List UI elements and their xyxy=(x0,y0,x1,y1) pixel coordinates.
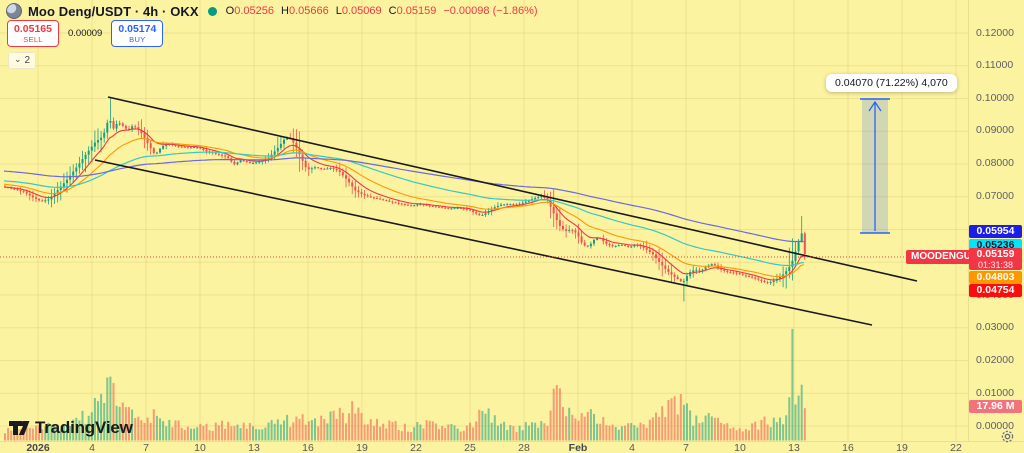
open-value: 0.05256 xyxy=(234,5,274,17)
close-label: C xyxy=(388,5,397,17)
close-value: 0.05159 xyxy=(396,5,437,17)
sell-price: 0.05165 xyxy=(14,23,52,35)
axis-settings-gear-icon[interactable] xyxy=(1000,429,1015,444)
order-panel: 0.05165 SELL 0.00009 0.05174 BUY xyxy=(7,20,164,47)
time-axis-label: 4 xyxy=(629,442,635,453)
ema-slow xyxy=(3,151,804,267)
price-tag: 0.05954 xyxy=(969,224,1022,238)
time-axis-label: 13 xyxy=(248,442,260,453)
high-value: 0.05666 xyxy=(288,5,329,17)
ema-fast xyxy=(3,128,804,281)
time-axis-label: 13 xyxy=(788,442,800,453)
price-axis-separator xyxy=(968,0,969,441)
buy-price: 0.05174 xyxy=(118,23,157,35)
symbol-logo-icon xyxy=(6,3,22,19)
low-value: 0.05069 xyxy=(341,5,382,17)
price-axis-label: 0.11000 xyxy=(976,59,1014,71)
time-axis-label: 25 xyxy=(464,442,476,453)
symbol-legend: Moo Deng/USDT · 4h · OKX O0.05256 H0.056… xyxy=(6,3,538,19)
time-axis[interactable]: 2026 4 7 10 13 16 19 22 25 28 Feb 4 7 10 13 16 19 22 xyxy=(0,441,1024,453)
time-axis-label: 16 xyxy=(842,442,854,453)
price-axis-label: 0.02000 xyxy=(976,354,1014,366)
low-label: L xyxy=(335,5,342,17)
price-axis-label: 0.07000 xyxy=(976,190,1014,202)
high-label: H xyxy=(281,5,289,17)
time-axis-label: 19 xyxy=(356,442,368,453)
candlestick-chart-canvas[interactable] xyxy=(0,0,968,441)
price-axis-label: 0.00000 xyxy=(976,420,1014,432)
object-tree-toggle[interactable]: ⌄ 2 xyxy=(8,52,37,69)
time-axis-label: 16 xyxy=(302,442,314,453)
volume-tag: 17.96 M xyxy=(969,400,1022,413)
sell-label: SELL xyxy=(23,34,43,44)
tradingview-logo-text: TradingView xyxy=(35,418,133,437)
time-axis-label: 22 xyxy=(410,442,422,453)
time-axis-label: 4 xyxy=(89,442,95,453)
price-tag: 0.04803 xyxy=(969,270,1022,284)
ema-long xyxy=(3,157,804,243)
time-axis-label: 28 xyxy=(518,442,530,453)
time-axis-label: 2026 xyxy=(26,442,50,453)
time-axis-label: 19 xyxy=(896,442,908,453)
price-axis-label: 0.09000 xyxy=(976,124,1014,136)
price-axis-label: 0.08000 xyxy=(976,157,1014,169)
time-axis-label: 7 xyxy=(143,442,149,453)
open-label: O xyxy=(225,5,235,17)
buy-button[interactable]: 0.05174 BUY xyxy=(111,20,164,47)
change-value: −0.00098 (−1.86%) xyxy=(443,5,538,17)
time-axis-label: Feb xyxy=(568,442,588,453)
price-axis-label: 0.03000 xyxy=(976,321,1014,333)
symbol-title[interactable]: Moo Deng/USDT · 4h · OKX xyxy=(28,3,199,19)
price-axis-label: 0.10000 xyxy=(976,92,1014,104)
time-axis-label: 10 xyxy=(194,442,206,453)
time-axis-label: 22 xyxy=(950,442,962,453)
countdown-timer: 01:31:38 xyxy=(977,260,1014,270)
time-axis-label: 7 xyxy=(683,442,689,453)
price-tag: 0.04754 xyxy=(969,283,1022,297)
object-tree-count: 2 xyxy=(24,55,31,66)
tradingview-logo-icon xyxy=(9,421,30,435)
time-axis-separator xyxy=(0,441,1024,442)
chevron-down-icon: ⌄ xyxy=(14,54,22,64)
market-status-icon[interactable] xyxy=(207,6,217,16)
measure-annotation-label[interactable]: 0.04070 (71.22%) 4,070 xyxy=(826,74,957,92)
buy-label: BUY xyxy=(129,34,146,44)
tradingview-logo[interactable]: TradingView xyxy=(8,418,133,438)
ohlc-values: O0.05256 H0.05666 L0.05069 C0.05159 −0.0… xyxy=(226,5,538,17)
time-axis-label: 10 xyxy=(734,442,746,453)
ema-mid xyxy=(3,138,804,278)
price-axis-label: 0.01000 xyxy=(976,387,1014,399)
price-axis[interactable]: 0.12000 0.11000 0.10000 0.09000 0.08000 0.070… xyxy=(968,0,1024,441)
spread-value: 0.00009 xyxy=(68,28,103,39)
price-tag: 0.05159 01:31:38 xyxy=(969,248,1022,270)
price-axis-label: 0.12000 xyxy=(976,27,1014,39)
sell-button[interactable]: 0.05165 SELL xyxy=(7,20,59,47)
